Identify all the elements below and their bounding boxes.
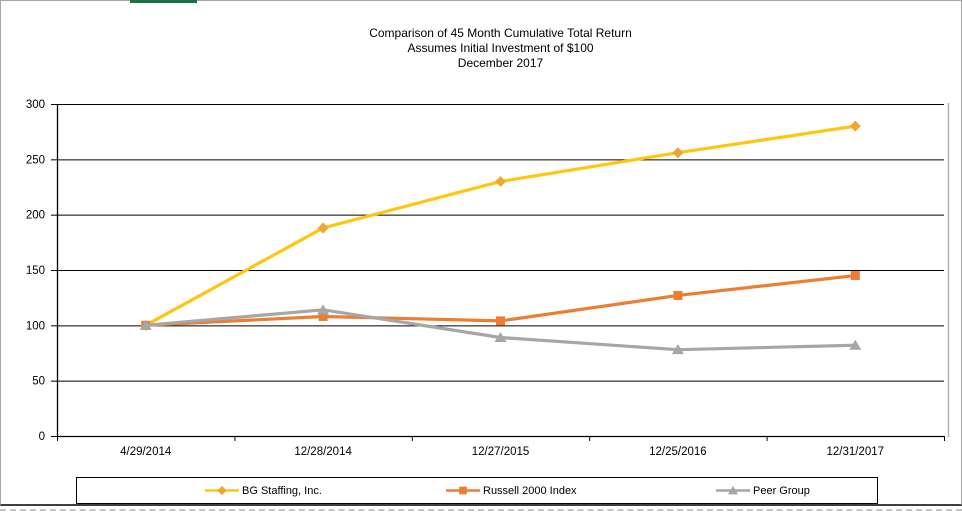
data-point-triangle: [139, 319, 152, 330]
data-point-diamond: [495, 175, 506, 187]
series-markers-bg-staffing-inc: [140, 120, 861, 331]
legend-line-diamond-icon: [205, 485, 239, 496]
series-markers-peer-group: [139, 304, 862, 355]
chart-title-line3: December 2017: [457, 56, 544, 70]
data-point-diamond: [317, 222, 329, 234]
legend-line-triangle-icon: [716, 485, 750, 495]
page-break-dashed-line: [0, 509, 962, 511]
data-point-triangle: [727, 485, 739, 495]
axis-ticks: [51, 104, 945, 441]
axes: [56, 104, 944, 438]
data-point-square: [318, 311, 328, 321]
x-axis-label: 12/28/2014: [294, 446, 352, 458]
data-point-diamond: [849, 120, 861, 132]
green-cell-fill-strip: [130, 0, 197, 3]
x-axis-label: 12/27/2015: [472, 446, 530, 458]
x-axis-label: 12/25/2016: [649, 446, 707, 458]
y-axis-label: 200: [26, 210, 45, 222]
legend-line-square-icon: [446, 486, 480, 495]
y-axis-labels: 0 50 100 150 200 250 300: [26, 99, 45, 443]
chart-title-line2: Assumes Initial Investment of $100: [407, 41, 594, 55]
legend-item-peer-group: Peer Group: [716, 478, 810, 503]
data-point-square: [673, 290, 683, 300]
chart-title-block: Comparison of 45 Month Cumulative Total …: [57, 26, 944, 71]
legend-label: Peer Group: [753, 484, 810, 497]
data-point-square: [496, 316, 505, 326]
data-point-diamond: [672, 147, 684, 159]
y-gridlines: [57, 104, 944, 437]
legend-label: Russell 2000 Index: [483, 484, 577, 497]
y-axis-label: 300: [26, 99, 45, 111]
series-line-bg-staffing-inc: [144, 124, 857, 327]
y-axis-label: 0: [39, 431, 45, 443]
data-point-square: [459, 486, 467, 495]
y-axis-label: 150: [26, 265, 45, 277]
data-point-triangle: [317, 304, 330, 315]
data-point-triangle: [494, 332, 507, 343]
x-axis-labels: 4/29/2014 12/28/2014 12/27/2015 12/25/2016 1…: [120, 446, 884, 458]
chart-legend: BG Staffing, Inc. Russell 2000 Index Pee…: [76, 477, 878, 504]
data-point-diamond: [217, 485, 227, 496]
data-point-triangle: [671, 344, 684, 355]
legend-item-bg-staffing: BG Staffing, Inc.: [205, 478, 322, 503]
data-point-square: [850, 271, 860, 281]
x-axis-label: 4/29/2014: [120, 446, 172, 458]
y-axis-label: 50: [32, 376, 45, 388]
chart-title-line1: Comparison of 45 Month Cumulative Total …: [369, 26, 632, 40]
series-line-peer-group: [144, 308, 857, 352]
x-axis-label: 12/31/2017: [827, 446, 885, 458]
y-axis-label: 100: [26, 320, 45, 332]
legend-label: BG Staffing, Inc.: [242, 484, 322, 497]
y-axis-label: 250: [26, 154, 45, 166]
data-point-triangle: [849, 339, 862, 350]
legend-item-russell-2000: Russell 2000 Index: [446, 478, 577, 503]
